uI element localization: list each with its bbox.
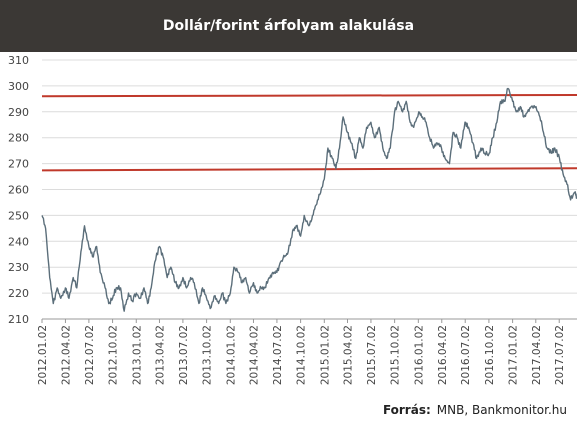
x-tick-label: 2012.07.02 [84,325,96,385]
series-line-usd-huf [41,87,577,312]
y-tick-label: 250 [8,209,29,222]
x-tick-label: 2013.10.02 [202,325,214,385]
x-tick-label: 2012.10.02 [108,325,120,385]
x-axis: 2012.01.02 2012.04.02 2012.07.02 2012.10.02… [37,318,577,385]
y-tick-label: 310 [8,54,29,67]
y-tick-label: 270 [8,158,29,171]
y-tick-label: 240 [8,235,29,248]
y-axis: 210 220 230 240 250 260 270 280 290 300 310 [8,54,29,326]
y-tick-label: 290 [8,106,29,119]
x-tick-label: 2013.01.02 [131,325,143,385]
chart-title-banner: Dollár/forint árfolyam alakulása [0,0,577,52]
x-tick-label: 2017.07.02 [554,325,566,385]
source-label: Forrás: [382,403,431,417]
x-tick-label: 2014.04.02 [248,325,260,385]
x-tick-label: 2013.07.02 [178,325,190,385]
x-tick-label: 2016.01.02 [413,325,425,385]
y-tick-label: 230 [8,261,29,274]
x-tick-label: 2017.01.02 [508,325,520,385]
x-tick-label: 2012.01.02 [37,325,49,385]
gridlines [42,59,577,320]
y-tick-label: 210 [8,313,29,326]
y-tick-label: 260 [8,184,29,197]
x-tick-label: 2014.10.02 [296,325,308,385]
source-note: Forrás: MNB, Bankmonitor.hu [383,403,567,417]
reference-lines [41,93,577,172]
x-tick-label: 2012.04.02 [60,325,72,385]
x-tick-label: 2014.01.02 [225,325,237,385]
x-tick-label: 2016.04.02 [437,325,449,385]
x-tick-label: 2017.04.02 [531,325,543,385]
x-tick-label: 2016.07.02 [460,325,472,385]
source-text: MNB, Bankmonitor.hu [436,403,567,417]
x-tick-label: 2015.10.02 [390,325,402,385]
x-tick-label: 2015.04.02 [342,325,354,385]
x-tick-label: 2015.01.02 [319,325,331,385]
reference-line [41,93,577,98]
reference-line [41,167,577,172]
x-tick-label: 2014.07.02 [272,325,284,385]
x-tick-label: 2015.07.02 [366,325,378,385]
chart-title: Dollár/forint árfolyam alakulása [162,18,415,34]
y-tick-label: 280 [8,132,29,145]
x-tick-label: 2013.04.02 [154,325,166,385]
x-tick-label: 2016.10.02 [484,325,496,385]
y-tick-label: 220 [8,287,29,300]
y-tick-label: 300 [8,80,29,93]
